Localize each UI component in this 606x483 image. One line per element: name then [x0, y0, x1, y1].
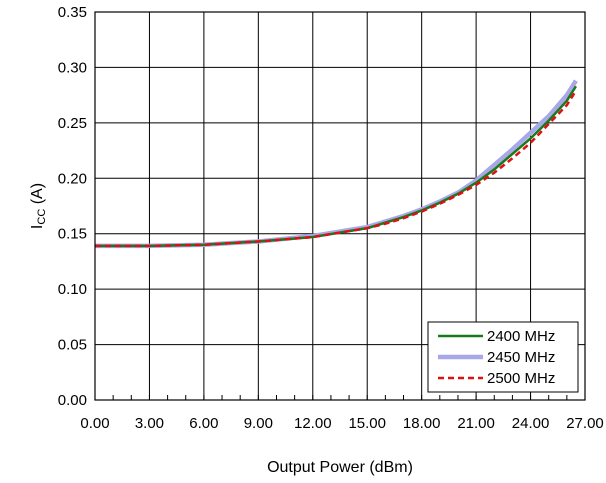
y-tick-label: 0.20: [58, 170, 87, 187]
x-tick-label: 27.00: [566, 415, 604, 432]
x-tick-label: 3.00: [135, 415, 164, 432]
x-tick-label: 21.00: [457, 415, 495, 432]
y-tick-label: 0.30: [58, 59, 87, 76]
y-tick-label: 0.25: [58, 115, 87, 132]
y-tick-label: 0.15: [58, 226, 87, 243]
y-axis-title: ICC (A): [29, 183, 48, 229]
grid-layer: [95, 12, 585, 400]
x-tick-label: 9.00: [244, 415, 273, 432]
y-tick-label: 0.35: [58, 4, 87, 21]
plot-frame: [94, 11, 586, 401]
y-axis-title-subscript: CC: [36, 209, 48, 225]
y-tick-label: 0.00: [58, 392, 87, 409]
y-tick-label: 0.05: [58, 337, 87, 354]
series-line-2500-mhz: [95, 90, 577, 248]
series-line-2450-mhz: [95, 79, 578, 249]
tick-layer: [94, 395, 586, 400]
x-tick-label: 18.00: [403, 415, 441, 432]
series-layer: [95, 79, 578, 249]
legend: 2400 MHz 2450 MHz 2500 MHz: [427, 321, 579, 393]
y-tick-label: 0.10: [58, 281, 87, 298]
y-axis-title-suffix: (A): [29, 183, 46, 209]
x-tick-label: 12.00: [294, 415, 332, 432]
legend-label: 2450 MHz: [487, 349, 555, 366]
legend-label: 2500 MHz: [487, 370, 555, 387]
legend-label: 2400 MHz: [487, 328, 555, 345]
label-layer: 0.00 3.00 6.00 9.00 12.00 15.00 18.00 21.00 24.0…: [58, 4, 604, 432]
x-axis-title: Output Power (dBm): [267, 459, 413, 476]
x-tick-label: 24.00: [512, 415, 550, 432]
x-tick-label: 15.00: [348, 415, 386, 432]
y-axis-title-main: I: [29, 225, 46, 229]
x-tick-label: 6.00: [189, 415, 218, 432]
x-tick-label: 0.00: [80, 415, 109, 432]
